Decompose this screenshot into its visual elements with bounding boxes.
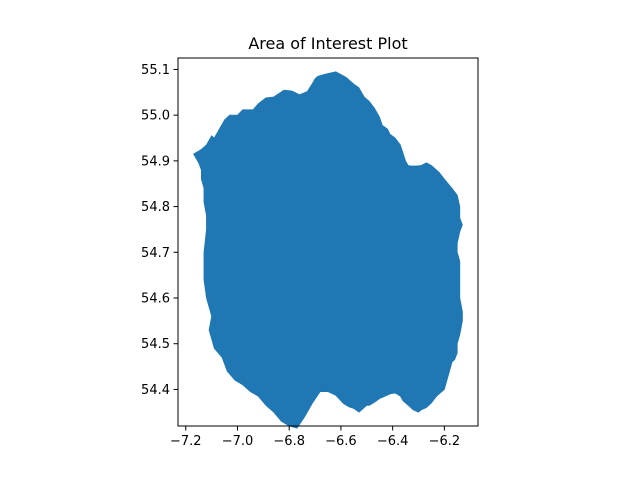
y-tick-label: 54.9 [141, 154, 170, 169]
x-tick-label: −6.6 [325, 434, 357, 449]
y-tick-label: 54.4 [141, 383, 170, 398]
x-tick-label: −6.8 [273, 434, 305, 449]
x-tick-label: −6.4 [377, 434, 409, 449]
y-tick-label: 55.1 [141, 63, 170, 78]
y-tick-label: 54.8 [141, 200, 170, 215]
x-tick-label: −7.2 [170, 434, 202, 449]
axes-frame [177, 57, 479, 427]
x-tick-label: −6.2 [429, 434, 461, 449]
y-tick-label: 54.5 [141, 337, 170, 352]
plot-area [193, 71, 463, 429]
x-tick-label: −7.0 [222, 434, 254, 449]
area-polygon [193, 71, 463, 429]
axes: −7.2 −7.0 −6.8 −6.6 −6.4 −6.2 54.4 54.5 54.6 54.7… [141, 57, 479, 449]
y-tick-label: 55.0 [141, 109, 170, 124]
chart-title: Area of Interest Plot [248, 34, 407, 53]
y-tick-label: 54.6 [141, 292, 170, 307]
y-tick-label: 54.7 [141, 246, 170, 261]
